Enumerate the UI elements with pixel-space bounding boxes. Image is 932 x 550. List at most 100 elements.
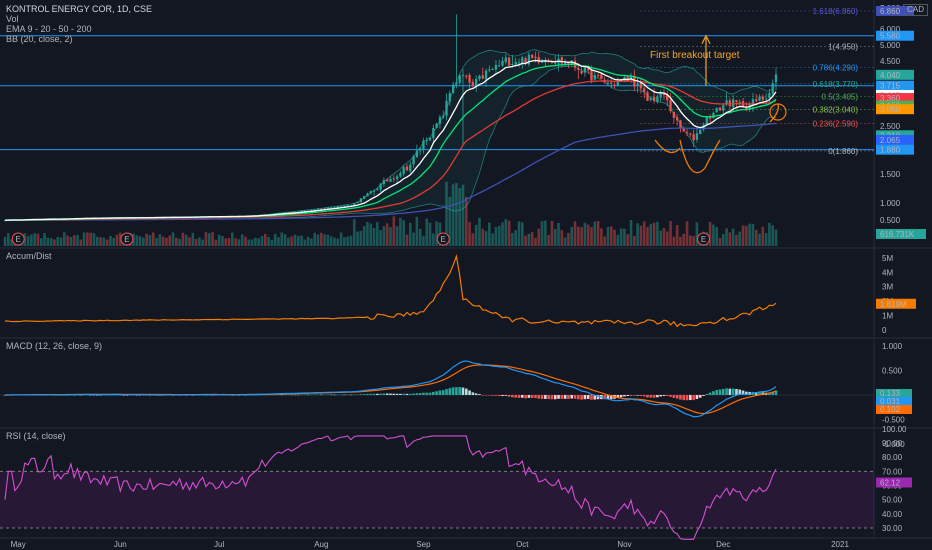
macd-histogram-bar (659, 395, 662, 397)
volume-bar (573, 221, 577, 246)
candle-body (596, 75, 600, 77)
volume-bar (231, 232, 234, 246)
macd-histogram-bar (145, 395, 148, 396)
volume-bar (92, 233, 96, 246)
volume-bar (623, 228, 626, 246)
candle-body (610, 82, 613, 84)
macd-histogram-bar (596, 395, 600, 400)
macd-histogram-bar (267, 394, 270, 396)
rsi-tick-3: 70.00 (882, 467, 903, 476)
volume-bar (725, 228, 728, 246)
volume-bar (145, 233, 148, 246)
macd-histogram-bar (768, 392, 771, 395)
volume-bar (303, 239, 307, 246)
macd-histogram-bar (524, 395, 527, 399)
candle-body (399, 173, 402, 177)
volume-bar (428, 222, 432, 246)
currency-badge[interactable]: CAD (903, 4, 928, 16)
volume-bar (715, 227, 718, 246)
candle-body (392, 178, 395, 180)
candle-body (666, 94, 669, 101)
ema-9-line (4, 59, 777, 221)
macd-histogram-bar (573, 395, 577, 399)
price-label-3: 3.715 (880, 82, 901, 91)
macd-histogram-bar (151, 395, 155, 396)
volume-bar (270, 239, 274, 246)
volume-bar (613, 229, 616, 246)
candle-body (712, 112, 715, 119)
macd-histogram-bar (125, 395, 129, 396)
macd-histogram-bar (652, 395, 656, 398)
macd-histogram-bar (497, 395, 501, 397)
macd-histogram-bar (168, 395, 172, 396)
volume-bar (267, 236, 270, 246)
macd-histogram-bar (745, 391, 748, 395)
candle-body (402, 167, 405, 175)
candle-body (738, 101, 741, 103)
volume-bar (359, 230, 363, 246)
candle-body (501, 60, 504, 66)
macd-histogram-bar (451, 387, 455, 395)
price-label-5: 3.360 (880, 94, 901, 103)
x-axis-label-1: Jun (114, 540, 127, 549)
volume-bar (326, 234, 330, 246)
macd-histogram-bar (738, 389, 742, 395)
volume-bar (227, 238, 231, 246)
macd-histogram-bar (112, 394, 116, 396)
x-axis-label-3: Aug (314, 540, 328, 549)
pane-bg-2 (0, 338, 874, 428)
volume-bar (461, 184, 465, 246)
volume-bar (36, 233, 40, 246)
macd-histogram-bar (520, 395, 524, 398)
candle-body (349, 205, 353, 207)
macd-histogram-bar (333, 394, 336, 396)
candle-body (389, 178, 392, 182)
candle-body (560, 57, 563, 64)
macd-histogram-bar (392, 393, 396, 395)
candle-body (336, 206, 339, 208)
macd-histogram-bar (642, 395, 646, 397)
macd-histogram-bar (438, 390, 442, 395)
macd-histogram-bar (237, 395, 241, 396)
volume-bar (728, 232, 732, 246)
candle-body (695, 133, 699, 140)
macd-histogram-bar (435, 391, 438, 395)
candle-body (646, 92, 649, 101)
macd-histogram-bar (514, 395, 518, 398)
price-label-bg-3 (876, 80, 914, 91)
macd-histogram-bar (623, 395, 626, 397)
macd-histogram-bar (247, 394, 251, 396)
ad-tick-2: 3M (882, 283, 893, 292)
volume-bar (675, 225, 679, 246)
macd-histogram-bar (171, 395, 175, 396)
volume-bar (633, 235, 636, 246)
macd-histogram-bar (682, 395, 686, 401)
volume-bar (425, 218, 429, 246)
volume-bar (63, 232, 66, 246)
candle-body (531, 54, 534, 58)
candle-body (537, 57, 540, 63)
volume-bar (649, 223, 653, 246)
macd-histogram-bar (606, 395, 610, 400)
macd-tick-4: -1.000 (882, 440, 905, 449)
volume-bar (408, 222, 412, 246)
volume-bar (484, 231, 488, 246)
volume-bar (346, 236, 349, 246)
macd-histogram-bar (455, 387, 458, 395)
macd-histogram-bar (418, 393, 422, 395)
volume-bar (405, 234, 409, 246)
macd-histogram-bar (287, 394, 290, 396)
volume-bar (468, 222, 471, 246)
price-label-9: 2.065 (880, 136, 901, 145)
macd-histogram-bar (705, 393, 709, 395)
price-label-bg-2 (876, 69, 914, 80)
macd-histogram-bar (553, 395, 557, 400)
candle-body (682, 128, 685, 132)
volume-bar (3, 236, 7, 246)
macd-histogram-bar (633, 395, 636, 396)
volume-bar (771, 225, 775, 246)
macd-histogram-bar (82, 394, 86, 396)
macd-histogram-bar (735, 389, 738, 395)
macd-histogram-bar (715, 389, 718, 395)
